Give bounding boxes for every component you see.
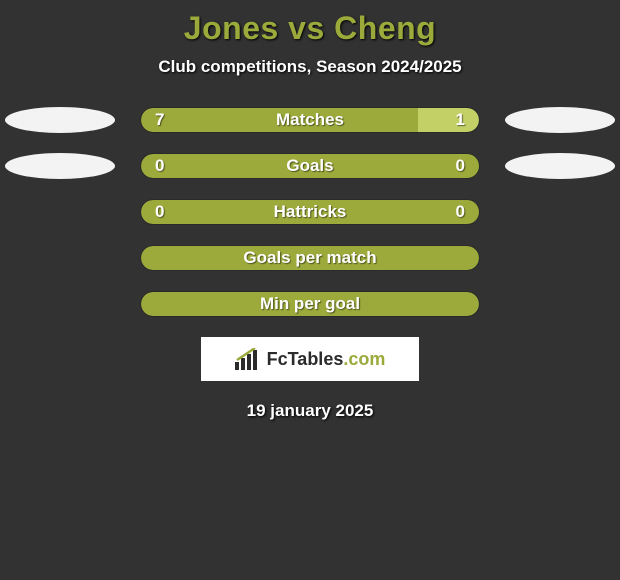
page-title: Jones vs Cheng bbox=[0, 10, 620, 47]
stat-row: 0 Goals 0 bbox=[0, 153, 620, 179]
brand-text: FcTables.com bbox=[267, 349, 386, 370]
stat-bar: 7 Matches 1 bbox=[140, 107, 480, 133]
stat-row: Goals per match bbox=[0, 245, 620, 271]
stat-label: Goals bbox=[141, 156, 479, 176]
right-player-marker bbox=[505, 107, 615, 133]
stat-label: Goals per match bbox=[141, 248, 479, 268]
left-spacer bbox=[5, 291, 115, 317]
stat-label: Hattricks bbox=[141, 202, 479, 222]
stat-row: 0 Hattricks 0 bbox=[0, 199, 620, 225]
page-subtitle: Club competitions, Season 2024/2025 bbox=[0, 57, 620, 77]
stat-row: Min per goal bbox=[0, 291, 620, 317]
left-player-marker bbox=[5, 153, 115, 179]
brand-text-main: FcTables bbox=[267, 349, 344, 369]
right-spacer bbox=[505, 291, 615, 317]
right-spacer bbox=[505, 199, 615, 225]
stat-right-value: 0 bbox=[456, 156, 465, 176]
stat-right-value: 1 bbox=[456, 110, 465, 130]
stat-row: 7 Matches 1 bbox=[0, 107, 620, 133]
right-player-marker bbox=[505, 153, 615, 179]
left-player-marker bbox=[5, 107, 115, 133]
stat-bar: 0 Goals 0 bbox=[140, 153, 480, 179]
stat-label: Matches bbox=[141, 110, 479, 130]
comparison-widget: Jones vs Cheng Club competitions, Season… bbox=[0, 0, 620, 421]
chart-icon bbox=[235, 348, 261, 370]
date-label: 19 january 2025 bbox=[0, 401, 620, 421]
stat-bar: Min per goal bbox=[140, 291, 480, 317]
left-spacer bbox=[5, 245, 115, 271]
brand-logo: FcTables.com bbox=[201, 337, 419, 381]
right-spacer bbox=[505, 245, 615, 271]
stat-bar: 0 Hattricks 0 bbox=[140, 199, 480, 225]
stat-label: Min per goal bbox=[141, 294, 479, 314]
left-spacer bbox=[5, 199, 115, 225]
stat-right-value: 0 bbox=[456, 202, 465, 222]
brand-text-suffix: .com bbox=[343, 349, 385, 369]
stat-bar: Goals per match bbox=[140, 245, 480, 271]
